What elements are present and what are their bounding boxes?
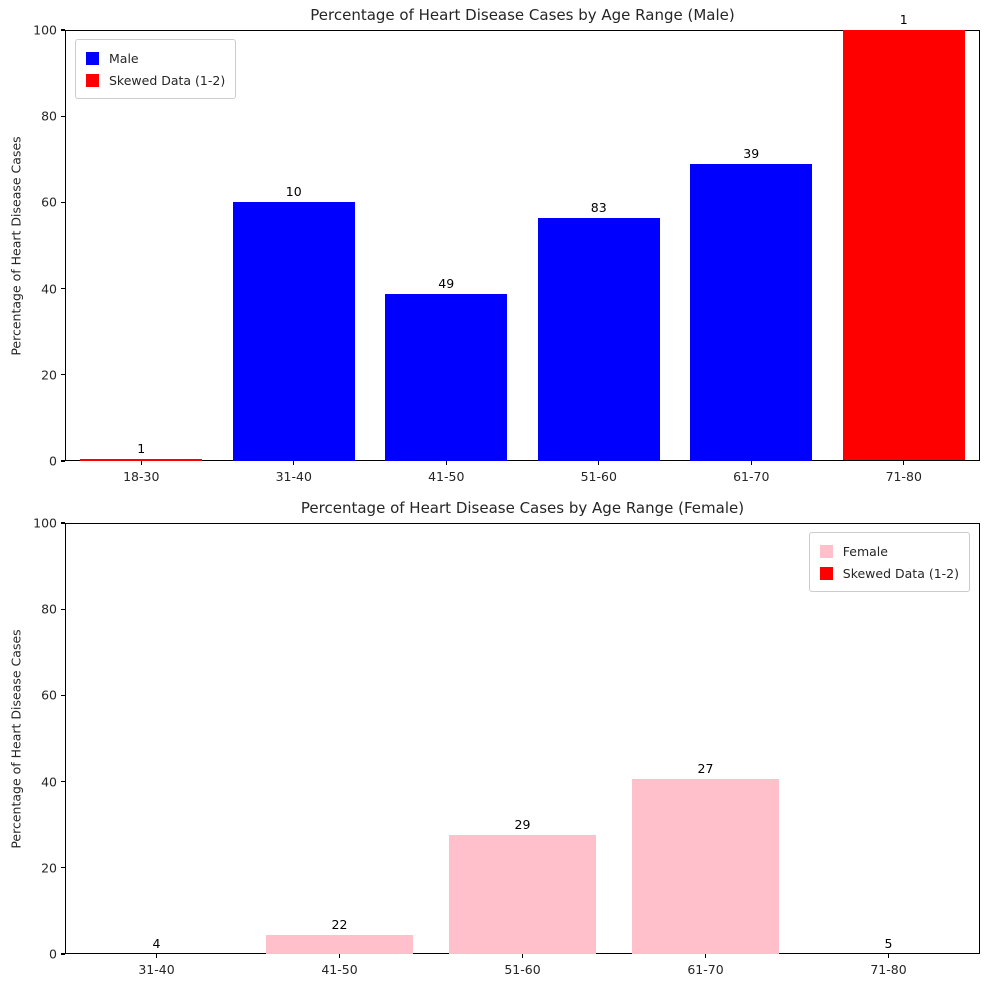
y-tick-mark xyxy=(61,781,65,783)
bar-31-40 xyxy=(232,202,355,461)
legend-label: Female xyxy=(842,543,888,559)
x-tick-mark xyxy=(598,461,600,465)
bar-value-label: 1 xyxy=(899,12,908,27)
y-tick-label: 20 xyxy=(41,860,57,876)
y-tick-mark xyxy=(61,29,65,31)
x-tick-label-18-30: 18-30 xyxy=(123,469,160,484)
x-tick-label-41-50: 41-50 xyxy=(428,469,465,484)
bar-41-50 xyxy=(385,293,508,461)
y-tick-mark xyxy=(61,115,65,117)
legend-item: Skewed Data (1-2) xyxy=(86,69,225,91)
bar-value-label: 22 xyxy=(331,917,348,933)
y-tick-mark xyxy=(61,201,65,203)
bar-41-50 xyxy=(266,935,413,954)
y-tick-mark xyxy=(61,608,65,610)
bar-value-label: 5 xyxy=(884,936,893,951)
x-tick-label-31-40: 31-40 xyxy=(138,962,175,977)
x-tick-mark xyxy=(521,954,524,958)
x-tick-mark xyxy=(338,954,341,958)
y-tick-label: 40 xyxy=(41,774,57,790)
y-tick-mark xyxy=(61,288,65,290)
x-tick-mark xyxy=(155,954,158,958)
y-tick-mark xyxy=(61,460,65,462)
x-tick-mark xyxy=(293,461,295,465)
x-tick-mark xyxy=(445,461,447,465)
y-tick-label: 0 xyxy=(49,946,57,962)
x-tick-mark xyxy=(887,954,890,958)
y-tick-label: 80 xyxy=(41,601,57,617)
legend-swatch-icon xyxy=(86,51,99,65)
bar-value-label: 49 xyxy=(438,275,455,291)
y-tick-label: 100 xyxy=(33,22,57,38)
x-tick-mark xyxy=(903,461,905,465)
y-tick-label: 40 xyxy=(41,281,57,297)
x-tick-label-71-80: 71-80 xyxy=(885,469,922,484)
bar-71-80 xyxy=(842,30,965,460)
bar-value-label: 27 xyxy=(697,761,714,777)
y-tick-mark xyxy=(61,867,65,869)
y-axis-label-female: Percentage of Heart Disease Cases xyxy=(8,628,24,849)
bar-value-label: 83 xyxy=(590,200,607,216)
y-tick-label: 100 xyxy=(33,515,57,531)
bar-value-label: 29 xyxy=(514,817,531,833)
legend-label: Male xyxy=(109,50,139,66)
legend: Male Skewed Data (1-2) xyxy=(75,39,237,99)
y-tick-label: 0 xyxy=(49,453,57,469)
bar-value-label: 1 xyxy=(137,441,146,457)
y-tick-mark xyxy=(61,374,65,376)
y-tick-label: 80 xyxy=(41,108,57,124)
bar-value-label: 39 xyxy=(743,146,760,162)
x-tick-label-31-40: 31-40 xyxy=(275,469,312,484)
y-axis-label-male: Percentage of Heart Disease Cases xyxy=(8,135,24,356)
y-tick-label: 60 xyxy=(41,687,57,703)
bar-value-label: 4 xyxy=(152,936,161,951)
bar-51-60 xyxy=(449,835,596,954)
bar-51-60 xyxy=(537,218,660,461)
x-tick-label-61-70: 61-70 xyxy=(733,469,770,484)
x-tick-mark xyxy=(140,461,142,465)
x-tick-mark xyxy=(704,954,707,958)
legend-swatch-icon xyxy=(819,544,833,558)
legend-label: Skewed Data (1-2) xyxy=(842,565,959,581)
legend-swatch-icon xyxy=(86,73,99,87)
bar-value-label: 10 xyxy=(285,184,302,200)
x-tick-label-61-70: 61-70 xyxy=(687,962,724,977)
bar-61-70 xyxy=(632,779,779,954)
bar-18-30 xyxy=(80,459,203,461)
x-tick-label-51-60: 51-60 xyxy=(504,962,541,977)
y-tick-mark xyxy=(61,522,65,524)
x-tick-label-41-50: 41-50 xyxy=(321,962,358,977)
x-tick-label-51-60: 51-60 xyxy=(580,469,617,484)
legend-swatch-icon xyxy=(819,566,833,580)
legend-item: Female xyxy=(819,540,959,562)
y-tick-label: 60 xyxy=(41,194,57,210)
plot-area-male xyxy=(65,30,980,461)
chart-title-male: Percentage of Heart Disease Cases by Age… xyxy=(310,6,735,24)
legend-label: Skewed Data (1-2) xyxy=(109,72,226,88)
legend-item: Male xyxy=(86,47,225,69)
bar-61-70 xyxy=(690,164,813,461)
legend-item: Skewed Data (1-2) xyxy=(819,562,959,584)
y-tick-mark xyxy=(61,694,65,696)
chart-title-female: Percentage of Heart Disease Cases by Age… xyxy=(300,499,745,517)
x-tick-label-71-80: 71-80 xyxy=(870,962,907,977)
y-tick-label: 20 xyxy=(41,367,57,383)
legend: Female Skewed Data (1-2) xyxy=(808,532,970,592)
x-tick-mark xyxy=(750,461,752,465)
y-tick-mark xyxy=(61,953,65,955)
